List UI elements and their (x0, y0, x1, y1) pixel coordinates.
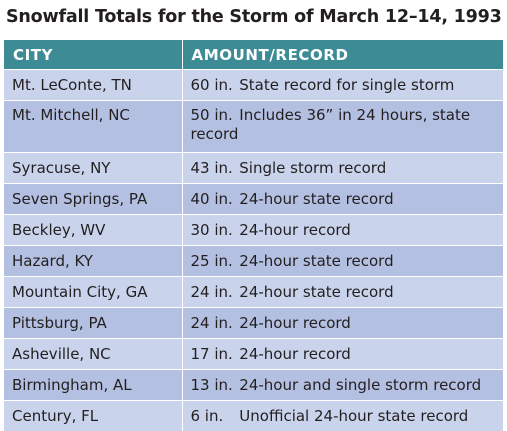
snowfall-amount: 30 in. (191, 221, 235, 240)
snowfall-amount: 24 in. (191, 314, 235, 333)
column-header-city: CITY (4, 40, 182, 70)
record-description: State record for single storm (239, 76, 454, 94)
column-header-amount-record: AMOUNT/RECORD (182, 40, 503, 70)
amount-record-cell: 50 in. Includes 36” in 24 hours, state r… (182, 101, 503, 153)
record-description: Unofficial 24-hour state record (239, 407, 468, 425)
table-title: Snowfall Totals for the Storm of March 1… (6, 7, 502, 27)
snowfall-amount: 40 in. (191, 190, 235, 209)
record-description: 24-hour record (239, 345, 351, 363)
snowfall-amount: 24 in. (191, 283, 235, 302)
amount-record-cell: 60 in. State record for single storm (182, 70, 503, 101)
city-cell: Asheville, NC (4, 339, 182, 370)
snowfall-amount: 13 in. (191, 376, 235, 395)
record-description: 24-hour state record (239, 283, 393, 301)
record-description: 24-hour and single storm record (239, 376, 481, 394)
record-description: Single storm record (239, 159, 386, 177)
snowfall-amount: 25 in. (191, 252, 235, 271)
record-description: 24-hour state record (239, 190, 393, 208)
city-cell: Syracuse, NY (4, 153, 182, 184)
city-cell: Mountain City, GA (4, 277, 182, 308)
amount-record-cell: 17 in. 24-hour record (182, 339, 503, 370)
amount-record-cell: 24 in. 24-hour record (182, 308, 503, 339)
city-cell: Pittsburg, PA (4, 308, 182, 339)
record-description: 24-hour record (239, 314, 351, 332)
record-description: 24-hour record (239, 221, 351, 239)
snowfall-amount: 6 in. (191, 407, 235, 426)
city-cell: Century, FL (4, 401, 182, 431)
record-description: 24-hour state record (239, 252, 393, 270)
amount-record-cell: 13 in. 24-hour and single storm record (182, 370, 503, 401)
amount-record-cell: 6 in. Unofficial 24-hour state record (182, 401, 503, 431)
snowfall-amount: 60 in. (191, 76, 235, 95)
table-header: CITY AMOUNT/RECORD (4, 40, 503, 70)
snowfall-amount: 43 in. (191, 159, 235, 178)
amount-record-cell: 24 in. 24-hour state record (182, 277, 503, 308)
city-cell: Hazard, KY (4, 246, 182, 277)
snowfall-amount: 17 in. (191, 345, 235, 364)
city-cell: Birmingham, AL (4, 370, 182, 401)
snowfall-amount: 50 in. (191, 106, 235, 125)
city-cell: Mt. Mitchell, NC (4, 101, 182, 153)
amount-record-cell: 40 in. 24-hour state record (182, 184, 503, 215)
amount-record-cell: 30 in. 24-hour record (182, 215, 503, 246)
header-row: CITY AMOUNT/RECORD (4, 40, 503, 70)
city-cell: Beckley, WV (4, 215, 182, 246)
city-cell: Mt. LeConte, TN (4, 70, 182, 101)
amount-record-cell: 43 in. Single storm record (182, 153, 503, 184)
amount-record-cell: 25 in. 24-hour state record (182, 246, 503, 277)
city-cell: Seven Springs, PA (4, 184, 182, 215)
